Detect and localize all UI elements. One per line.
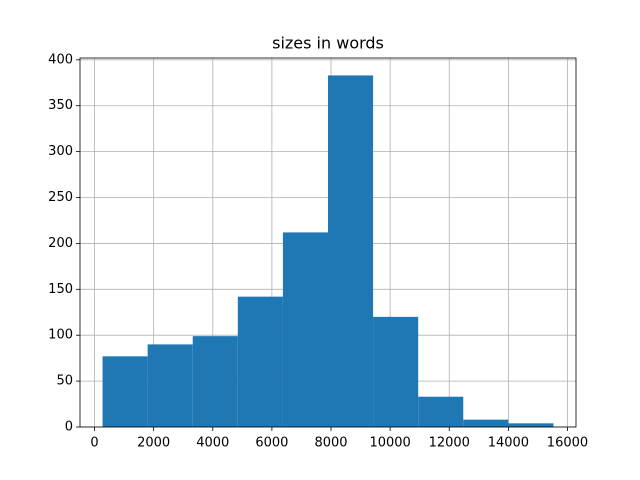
bar [508,423,554,427]
bar [147,344,193,427]
x-tick-label: 2000 [137,436,170,451]
y-tick-label: 0 [65,420,73,435]
y-tick-label: 400 [48,52,73,67]
bar [463,419,509,427]
plot-frame [79,57,577,428]
y-tick-label: 200 [48,236,73,251]
y-tick-label: 100 [48,328,73,343]
x-tick-label: 16000 [547,436,588,451]
y-tick-label: 250 [48,190,73,205]
x-tick-label: 12000 [429,436,470,451]
y-tick-label: 300 [48,144,73,159]
bar [192,336,238,427]
chart-title: sizes in words [272,34,384,53]
y-tick-label: 350 [48,98,73,113]
y-tick-label: 50 [56,374,73,389]
x-tick-label: 14000 [488,436,529,451]
y-tick-label: 150 [48,282,73,297]
bar [102,356,148,427]
bar [237,296,283,427]
x-tick-label: 6000 [255,436,288,451]
bar [418,396,464,427]
bar [373,316,419,427]
bar [282,232,328,427]
bar [328,75,374,427]
x-tick-label: 4000 [196,436,229,451]
x-tick-label: 8000 [314,436,347,451]
x-tick-label: 0 [90,436,98,451]
x-tick-label: 10000 [369,436,410,451]
